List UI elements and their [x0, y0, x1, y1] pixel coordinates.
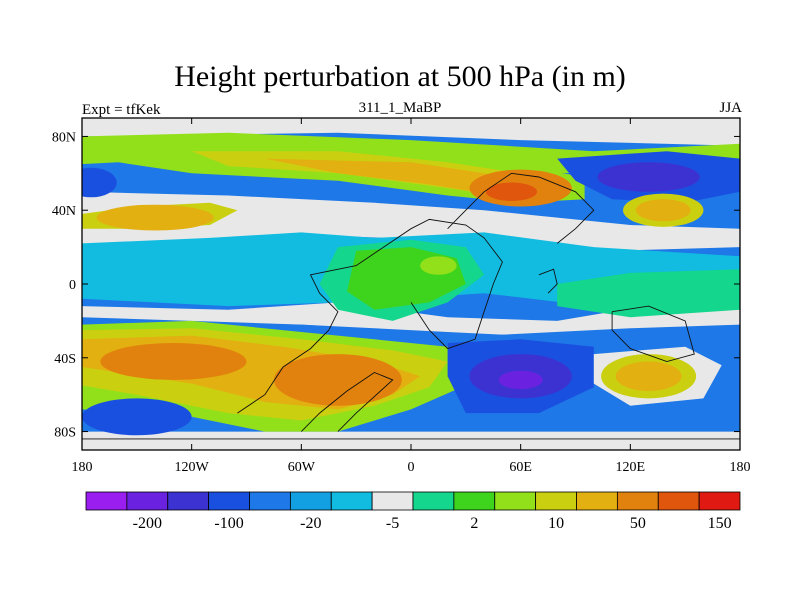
colorbar-box	[289, 491, 332, 511]
colorbar-box	[208, 491, 250, 511]
colorbar-box	[330, 491, 373, 511]
band-polar-north	[82, 118, 740, 146]
colorbar: -200 -100 -20 -5 2 10 50 150	[85, 491, 741, 532]
americas-africa-coast	[237, 218, 503, 414]
colorbar-box	[167, 491, 210, 511]
india-outline	[538, 268, 558, 294]
y-tick-label: 80S	[54, 426, 76, 441]
south-pacific-polar-low	[82, 398, 192, 436]
colorbar-label: 10	[548, 515, 564, 532]
south-pacific-high-core	[615, 361, 682, 391]
y-tick-label: 40S	[54, 352, 76, 367]
height-perturbation-field	[82, 118, 740, 450]
colorbar-label: 150	[708, 515, 732, 532]
eurasia-high-peak	[485, 182, 538, 201]
south-america-outline	[300, 371, 394, 432]
y-tick-label: 80N	[52, 130, 76, 145]
x-tick-label: 180	[72, 460, 93, 475]
colorbar-box	[698, 491, 741, 511]
colorbar-label: -100	[214, 515, 243, 532]
y-tick-label: 0	[69, 278, 76, 293]
colorbar-box	[371, 491, 414, 511]
colorbar-box	[453, 491, 496, 511]
colorbar-box	[494, 491, 537, 511]
tropical-pacific-east	[557, 269, 740, 318]
colorbar-box	[126, 491, 169, 511]
x-tick-label: 60W	[288, 460, 316, 475]
x-tick-label: 60E	[509, 460, 532, 475]
colorbar-box	[85, 491, 128, 511]
australia-coast	[611, 305, 695, 362]
nw-pacific-high-core	[635, 199, 691, 222]
colorbar-label: -200	[133, 515, 162, 532]
south-pacific-belt-core	[100, 343, 247, 380]
colorbar-box	[576, 491, 618, 511]
south-atlantic-high-core	[273, 354, 402, 406]
colorbar-label: -20	[300, 515, 321, 532]
experiment-label: Expt = tfKek	[82, 102, 161, 118]
colorbar-box	[535, 491, 577, 511]
eurasia-coast	[447, 172, 595, 244]
longitude-axis: 180 120W 60W 0 60E 120E 180	[72, 118, 751, 475]
indian-ocean-low-peak	[498, 370, 543, 390]
north-pacific-low-core	[597, 162, 700, 192]
plot-title: Height perturbation at 500 hPa (in m)	[174, 60, 626, 93]
north-pacific-low-west	[82, 167, 117, 198]
x-tick-label: 120E	[616, 460, 646, 475]
colorbar-label: 50	[630, 515, 646, 532]
colorbar-box	[249, 491, 291, 511]
band-polar-south	[82, 431, 740, 450]
case-label: 311_1_MaBP	[358, 100, 442, 116]
north-pacific-high-core	[96, 204, 214, 231]
colorbar-box	[616, 491, 659, 511]
colorbar-box	[412, 491, 455, 511]
colorbar-box	[657, 491, 700, 511]
y-tick-label: 40N	[52, 204, 76, 219]
x-tick-label: 180	[730, 460, 751, 475]
tropical-africa-core	[420, 256, 457, 275]
x-tick-label: 120W	[175, 460, 210, 475]
coastlines	[82, 172, 740, 440]
season-label: JJA	[719, 100, 742, 116]
band-south-subtropics	[82, 302, 740, 336]
colorbar-label: 2	[470, 515, 478, 532]
latitude-axis: 80N 40N 0 40S 80S	[52, 130, 740, 441]
x-tick-label: 0	[408, 460, 415, 475]
colorbar-label: -5	[386, 515, 399, 532]
